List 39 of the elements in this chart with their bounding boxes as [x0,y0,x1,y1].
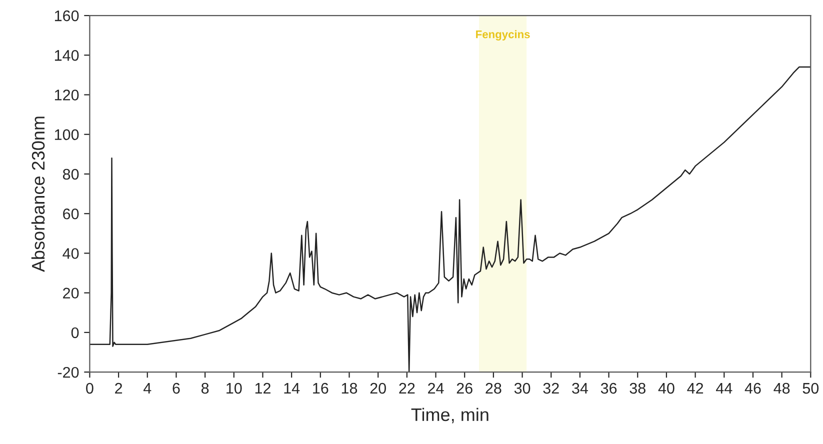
x-axis-title: Time, min [411,408,488,424]
y-tick-label: 120 [54,90,79,100]
x-tick-label: 42 [687,382,704,394]
x-tick-label: 38 [630,382,646,394]
x-tick-label: 24 [428,382,444,394]
y-axis-title: Absorbance 230nm [31,116,45,272]
x-tick-label: 12 [255,382,270,394]
x-tick-label: 44 [716,383,732,394]
x-tick-label: 30 [514,382,530,394]
x-tick-label: 36 [600,382,617,394]
x-tick-label: 40 [658,382,674,394]
x-tick-label: 0 [86,382,94,394]
x-tick-label: 10 [226,382,242,394]
y-tick-label: 60 [63,208,79,220]
y-tick-label: 140 [54,50,79,61]
y-tick-label: 80 [62,168,79,180]
x-tick-label: 46 [744,382,761,394]
y-tick-label: -20 [58,366,79,378]
x-tick-label: 16 [313,382,328,394]
y-tick-label: 160 [54,10,79,22]
band-label: Fengycins [476,30,530,40]
x-tick-label: 26 [456,382,472,394]
x-tick-label: 22 [399,382,415,394]
x-tick-label: 32 [543,382,559,394]
y-tick-label: 100 [54,129,79,140]
x-tick-label: 48 [774,382,790,394]
x-tick-label: 4 [143,383,152,394]
x-tick-label: 14 [284,383,300,394]
x-tick-label: 18 [342,382,358,394]
x-tick-label: 50 [802,382,819,394]
x-tick-label: 20 [370,382,386,394]
x-tick-label: 8 [201,382,209,394]
x-tick-label: 28 [486,382,502,394]
x-tick-label: 6 [172,382,180,394]
x-tick-label: 34 [572,382,588,394]
y-tick-label: 0 [71,327,79,338]
y-tick-label: 40 [62,248,79,259]
x-tick-label: 2 [115,382,122,394]
y-tick-label: 20 [63,288,79,299]
